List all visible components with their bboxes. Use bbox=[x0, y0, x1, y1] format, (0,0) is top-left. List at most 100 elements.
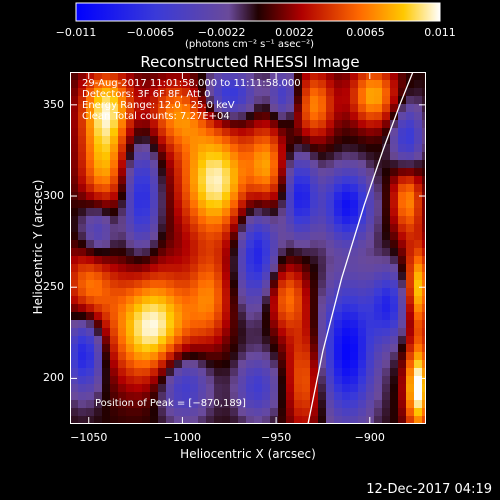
heatmap-cell bbox=[294, 208, 303, 217]
heatmap-cell bbox=[398, 288, 407, 297]
heatmap-cell bbox=[78, 264, 87, 273]
heatmap-cell bbox=[254, 144, 263, 153]
heatmap-cell bbox=[286, 128, 295, 137]
heatmap-cell bbox=[342, 368, 351, 377]
heatmap-cell bbox=[334, 200, 343, 209]
heatmap-cell bbox=[158, 296, 167, 305]
heatmap-cell bbox=[214, 248, 223, 257]
heatmap-cell bbox=[422, 176, 426, 185]
heatmap-cell bbox=[150, 344, 159, 353]
heatmap-cell bbox=[310, 232, 319, 241]
heatmap-cell bbox=[302, 320, 311, 329]
heatmap-cell bbox=[286, 160, 295, 169]
heatmap-cell bbox=[198, 416, 207, 424]
heatmap-cell bbox=[126, 144, 135, 153]
heatmap-cell bbox=[326, 104, 335, 113]
heatmap-cell bbox=[326, 280, 335, 289]
heatmap-cell bbox=[190, 72, 199, 81]
heatmap-cell bbox=[254, 352, 263, 361]
heatmap-cell bbox=[286, 368, 295, 377]
heatmap-cell bbox=[414, 120, 423, 129]
heatmap-cell bbox=[294, 136, 303, 145]
heatmap-cell bbox=[374, 136, 383, 145]
heatmap-cell bbox=[182, 216, 191, 225]
heatmap-cell bbox=[278, 408, 287, 417]
heatmap-cell bbox=[334, 400, 343, 409]
heatmap-cell bbox=[294, 88, 303, 97]
heatmap-cell bbox=[214, 272, 223, 281]
heatmap-cell bbox=[270, 80, 279, 89]
heatmap-cell bbox=[246, 416, 255, 424]
heatmap-cell bbox=[94, 408, 103, 417]
heatmap-cell bbox=[270, 96, 279, 105]
heatmap-cell bbox=[102, 408, 111, 417]
heatmap-cell bbox=[158, 312, 167, 321]
heatmap-cell bbox=[270, 184, 279, 193]
heatmap-cell bbox=[94, 80, 103, 89]
heatmap-cell bbox=[318, 240, 327, 249]
heatmap-cell bbox=[102, 264, 111, 273]
heatmap-cell bbox=[182, 320, 191, 329]
heatmap-cell bbox=[134, 88, 143, 97]
heatmap-cell bbox=[382, 88, 391, 97]
heatmap-cell bbox=[222, 176, 231, 185]
heatmap-cell bbox=[222, 248, 231, 257]
heatmap-cell bbox=[310, 352, 319, 361]
heatmap-cell bbox=[182, 416, 191, 424]
heatmap-cell bbox=[326, 88, 335, 97]
heatmap-cell bbox=[102, 400, 111, 409]
heatmap-cell bbox=[110, 352, 119, 361]
heatmap-cell bbox=[142, 72, 151, 81]
heatmap-cell bbox=[342, 160, 351, 169]
heatmap-cell bbox=[422, 72, 426, 81]
heatmap-cell bbox=[142, 104, 151, 113]
heatmap-cell bbox=[254, 416, 263, 424]
heatmap-cell bbox=[102, 232, 111, 241]
heatmap-cell bbox=[246, 400, 255, 409]
heatmap-cell bbox=[326, 136, 335, 145]
heatmap-cell bbox=[110, 400, 119, 409]
heatmap-cell bbox=[86, 80, 95, 89]
heatmap-cell bbox=[302, 360, 311, 369]
heatmap-cell bbox=[150, 200, 159, 209]
heatmap-cell bbox=[382, 240, 391, 249]
heatmap-cell bbox=[198, 232, 207, 241]
heatmap-cell bbox=[94, 184, 103, 193]
heatmap-cell bbox=[246, 160, 255, 169]
heatmap-cell bbox=[222, 128, 231, 137]
heatmap-cell bbox=[214, 136, 223, 145]
heatmap-cell bbox=[134, 280, 143, 289]
heatmap-cell bbox=[94, 304, 103, 313]
heatmap-cell bbox=[334, 360, 343, 369]
heatmap-cell bbox=[390, 144, 399, 153]
heatmap-cell bbox=[326, 144, 335, 153]
heatmap-cell bbox=[326, 352, 335, 361]
heatmap-cell bbox=[78, 336, 87, 345]
heatmap-cell bbox=[118, 184, 127, 193]
heatmap-cell bbox=[182, 256, 191, 265]
heatmap-cell bbox=[414, 104, 423, 113]
heatmap-cell bbox=[254, 384, 263, 393]
heatmap-cell bbox=[110, 256, 119, 265]
heatmap-cell bbox=[278, 304, 287, 313]
heatmap-cell bbox=[70, 360, 79, 369]
heatmap-cell bbox=[110, 184, 119, 193]
heatmap-cell bbox=[334, 336, 343, 345]
heatmap-cell bbox=[174, 248, 183, 257]
heatmap-cell bbox=[358, 368, 367, 377]
heatmap-cell bbox=[350, 264, 359, 273]
heatmap-cell bbox=[374, 216, 383, 225]
heatmap-cell bbox=[118, 200, 127, 209]
heatmap-cell bbox=[254, 336, 263, 345]
heatmap-cell bbox=[302, 336, 311, 345]
heatmap-cell bbox=[318, 304, 327, 313]
heatmap-cell bbox=[214, 96, 223, 105]
heatmap-cell bbox=[310, 360, 319, 369]
heatmap-cell bbox=[326, 232, 335, 241]
heatmap-cell bbox=[318, 112, 327, 121]
heatmap-cell bbox=[342, 192, 351, 201]
heatmap-cell bbox=[398, 392, 407, 401]
heatmap-cell bbox=[166, 408, 175, 417]
heatmap-cell bbox=[134, 392, 143, 401]
heatmap-cell bbox=[406, 192, 415, 201]
